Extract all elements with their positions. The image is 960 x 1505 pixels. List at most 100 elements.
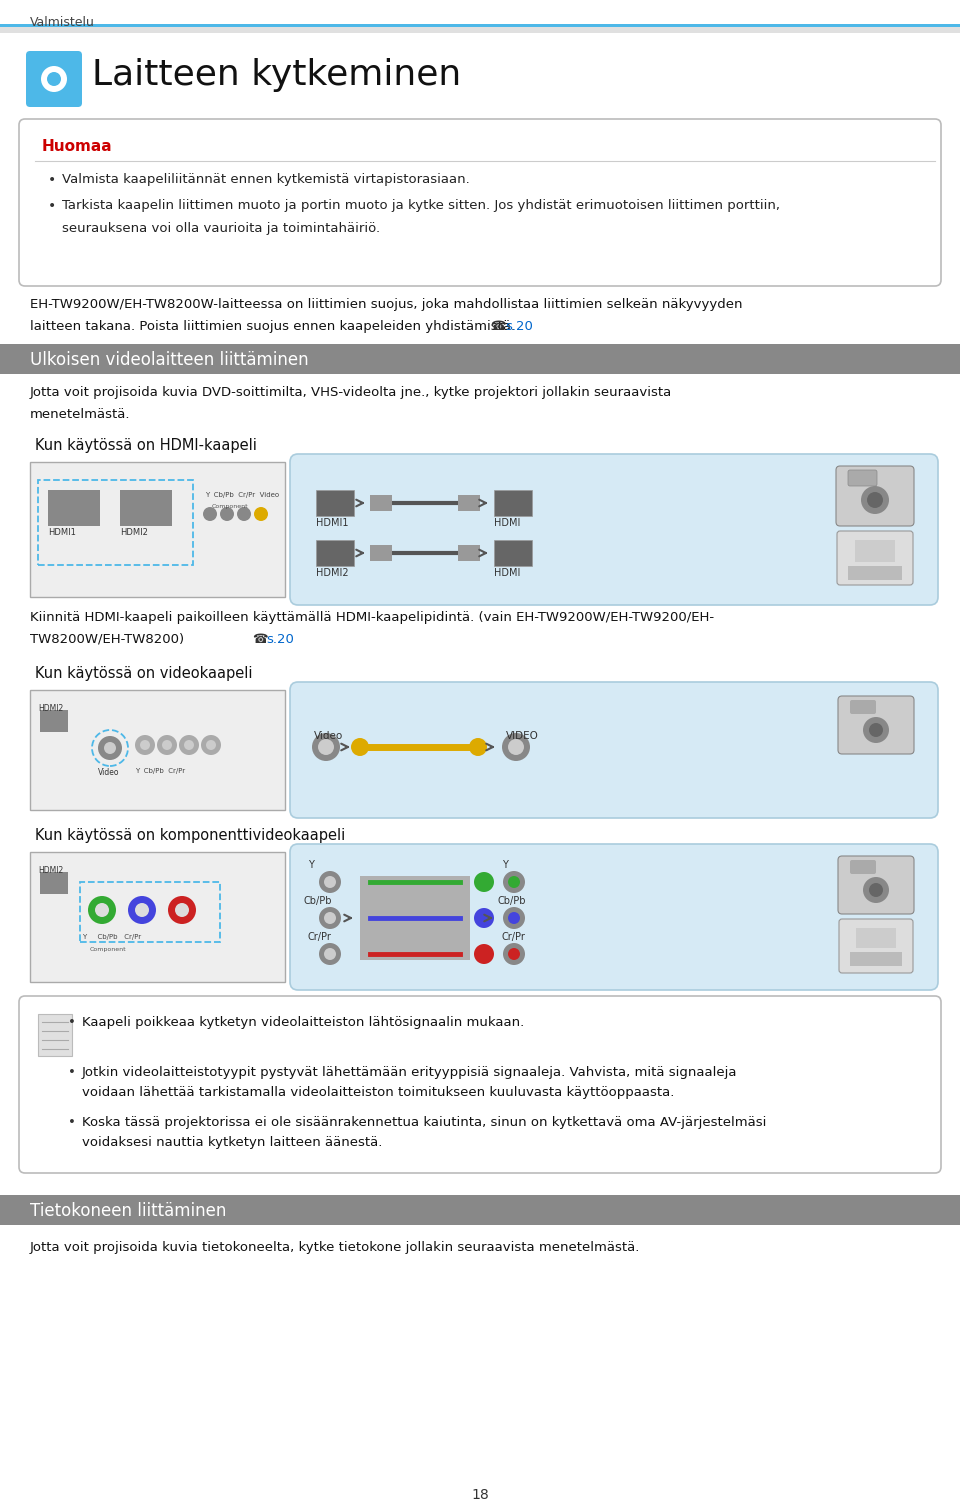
Text: VIDEO: VIDEO: [506, 731, 539, 740]
Bar: [38, 1014, 72, 1057]
Text: 18: 18: [471, 1488, 489, 1502]
Text: Cr/Pr: Cr/Pr: [502, 932, 526, 942]
Bar: [370, 545, 392, 561]
Circle shape: [508, 739, 524, 756]
Circle shape: [324, 948, 336, 960]
Text: s.20: s.20: [266, 634, 294, 646]
Circle shape: [869, 883, 883, 897]
Circle shape: [869, 722, 883, 737]
Circle shape: [175, 903, 189, 917]
FancyBboxPatch shape: [19, 996, 941, 1172]
Circle shape: [128, 895, 156, 924]
Text: voidaan lähettää tarkistamalla videolaitteiston toimitukseen kuuluvasta käyttöop: voidaan lähettää tarkistamalla videolait…: [82, 1087, 674, 1099]
FancyBboxPatch shape: [837, 531, 913, 585]
Bar: [0, 24, 960, 27]
Circle shape: [324, 912, 336, 924]
Circle shape: [140, 740, 150, 749]
Circle shape: [474, 871, 494, 892]
Bar: [30, 689, 285, 810]
FancyBboxPatch shape: [290, 682, 938, 819]
FancyBboxPatch shape: [839, 920, 913, 974]
Circle shape: [104, 742, 116, 754]
Text: HDMI2: HDMI2: [120, 528, 148, 537]
Bar: [370, 495, 392, 512]
Text: Jotta voit projisoida kuvia tietokoneelta, kytke tietokone jollakin seuraavista : Jotta voit projisoida kuvia tietokoneelt…: [30, 1242, 640, 1254]
Text: seurauksena voi olla vaurioita ja toimintahäiriö.: seurauksena voi olla vaurioita ja toimin…: [62, 223, 380, 235]
Text: Kun käytössä on HDMI-kaapeli: Kun käytössä on HDMI-kaapeli: [35, 438, 257, 453]
Text: Cb/Pb: Cb/Pb: [303, 895, 331, 906]
Text: Y: Y: [308, 859, 314, 870]
FancyBboxPatch shape: [838, 856, 914, 914]
Text: Kun käytössä on komponenttivideokaapeli: Kun käytössä on komponenttivideokaapeli: [35, 828, 346, 843]
Circle shape: [168, 895, 196, 924]
Bar: [0, 27, 960, 33]
Circle shape: [861, 486, 889, 515]
Bar: [458, 495, 480, 512]
FancyBboxPatch shape: [850, 700, 876, 713]
Bar: [494, 540, 532, 566]
Text: Y: Y: [502, 859, 508, 870]
Text: Y  Cb/Pb  Cr/Pr: Y Cb/Pb Cr/Pr: [135, 768, 185, 774]
Text: •: •: [48, 173, 57, 187]
Circle shape: [508, 948, 520, 960]
FancyBboxPatch shape: [838, 695, 914, 754]
Circle shape: [98, 736, 122, 760]
Circle shape: [88, 895, 116, 924]
Text: Valmistelu: Valmistelu: [30, 17, 95, 29]
Bar: [848, 566, 902, 579]
Text: TW8200W/EH-TW8200): TW8200W/EH-TW8200): [30, 634, 184, 646]
Circle shape: [237, 507, 251, 521]
Text: HDMI2: HDMI2: [316, 567, 348, 578]
Text: Y     Cb/Pb   Cr/Pr: Y Cb/Pb Cr/Pr: [82, 935, 141, 941]
Bar: [856, 929, 896, 948]
Circle shape: [474, 908, 494, 929]
Text: laitteen takana. Poista liittimien suojus ennen kaapeleiden yhdistämistä.: laitteen takana. Poista liittimien suoju…: [30, 321, 516, 333]
Text: Koska tässä projektorissa ei ole sisäänrakennettua kaiutinta, sinun on kytkettav: Koska tässä projektorissa ei ole sisäänr…: [82, 1117, 766, 1129]
Text: Kaapeli poikkeaa kytketyn videolaitteiston lähtösignaalin mukaan.: Kaapeli poikkeaa kytketyn videolaitteist…: [82, 1016, 524, 1029]
Text: Jotta voit projisoida kuvia DVD-soittimilta, VHS-videolta jne., kytke projektori: Jotta voit projisoida kuvia DVD-soittimi…: [30, 385, 672, 399]
Circle shape: [220, 507, 234, 521]
Bar: [48, 491, 100, 527]
Circle shape: [319, 908, 341, 929]
FancyBboxPatch shape: [850, 859, 876, 874]
Text: HDMI1: HDMI1: [316, 518, 348, 528]
Text: Kun käytössä on videokaapeli: Kun käytössä on videokaapeli: [35, 667, 252, 680]
Circle shape: [318, 739, 334, 756]
Text: •: •: [68, 1066, 76, 1079]
Text: HDMI: HDMI: [494, 567, 520, 578]
Text: s.20: s.20: [505, 321, 533, 333]
Text: Video: Video: [314, 731, 344, 740]
Text: •: •: [48, 199, 57, 214]
Circle shape: [469, 737, 487, 756]
Text: ☎: ☎: [490, 321, 506, 333]
Bar: [30, 852, 285, 981]
Circle shape: [254, 507, 268, 521]
FancyBboxPatch shape: [836, 467, 914, 527]
Text: Tietokoneen liittäminen: Tietokoneen liittäminen: [30, 1202, 227, 1221]
Circle shape: [312, 733, 340, 762]
Bar: [855, 540, 895, 561]
Text: Laitteen kytkeminen: Laitteen kytkeminen: [92, 59, 461, 92]
Circle shape: [319, 871, 341, 892]
Text: HDMI2: HDMI2: [38, 865, 63, 874]
Bar: [40, 871, 68, 894]
Text: Cb/Pb: Cb/Pb: [497, 895, 525, 906]
Text: •: •: [68, 1016, 76, 1029]
Bar: [120, 491, 172, 527]
Text: EH-TW9200W/EH-TW8200W-laitteessa on liittimien suojus, joka mahdollistaa liittim: EH-TW9200W/EH-TW8200W-laitteessa on liit…: [30, 298, 742, 312]
Text: Cr/Pr: Cr/Pr: [308, 932, 332, 942]
Text: Valmista kaapeliliitännät ennen kytkemistä virtapistorasiaan.: Valmista kaapeliliitännät ennen kytkemis…: [62, 173, 469, 187]
Circle shape: [162, 740, 172, 749]
Bar: [316, 491, 354, 516]
Text: •: •: [68, 1117, 76, 1129]
Bar: [458, 545, 480, 561]
Circle shape: [863, 877, 889, 903]
Bar: [360, 876, 470, 960]
Bar: [30, 462, 285, 597]
Text: HDMI2: HDMI2: [38, 704, 63, 713]
Bar: [494, 491, 532, 516]
Text: Kiinnitä HDMI-kaapeli paikoilleen käyttämällä HDMI-kaapelipidintä. (vain EH-TW92: Kiinnitä HDMI-kaapeli paikoilleen käyttä…: [30, 611, 714, 625]
Bar: [0, 345, 960, 375]
Bar: [40, 710, 68, 731]
Bar: [0, 1195, 960, 1225]
